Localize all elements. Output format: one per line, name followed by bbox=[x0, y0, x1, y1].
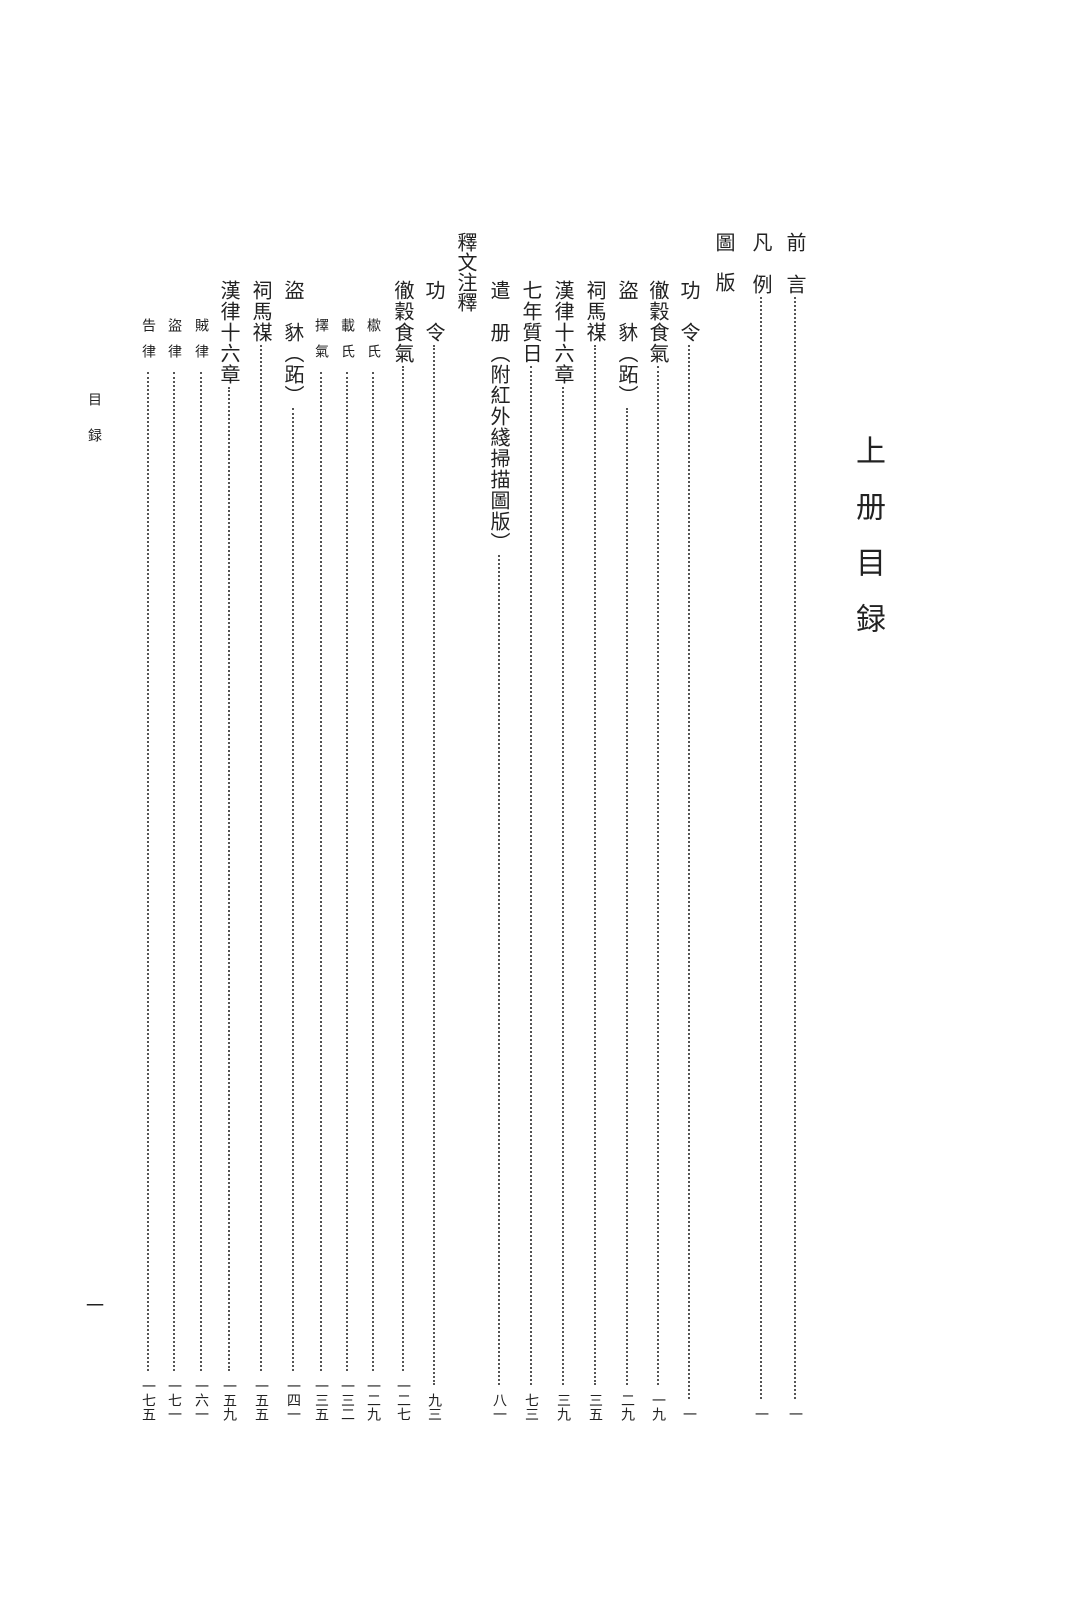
dot-leader bbox=[372, 372, 374, 1371]
toc-entry-title: 祠馬禖 bbox=[583, 280, 607, 343]
dot-leader bbox=[562, 387, 564, 1385]
toc-entry-title: 㯘氏 bbox=[365, 318, 381, 370]
toc-entry-title: 前 言 bbox=[783, 232, 807, 295]
toc-entry-title: 遣 册（附紅外綫掃描圖版） bbox=[487, 280, 511, 553]
toc-entry[interactable]: 前 言一 bbox=[783, 232, 807, 1421]
toc-entry-page: 三五 bbox=[587, 1393, 603, 1421]
dot-leader bbox=[260, 345, 262, 1371]
toc-entry-page: 九三 bbox=[426, 1393, 442, 1421]
toc-entry-title: 賊律 bbox=[193, 318, 209, 370]
toc-entry-title: 徹穀食氣 bbox=[391, 280, 415, 364]
toc-entry-title: 凡 例 bbox=[749, 232, 773, 295]
dot-leader bbox=[626, 408, 628, 1385]
toc-entry-page: 三九 bbox=[555, 1393, 571, 1421]
dot-leader bbox=[147, 372, 149, 1371]
toc-entry-page: 一三二 bbox=[339, 1379, 355, 1421]
dot-leader bbox=[200, 372, 202, 1371]
toc-entry-title: 功 令 bbox=[677, 280, 701, 343]
dot-leader bbox=[498, 555, 500, 1385]
dot-leader bbox=[346, 372, 348, 1371]
dot-leader bbox=[794, 297, 796, 1399]
toc-entry[interactable]: 祠馬禖 一五五 bbox=[249, 280, 273, 1421]
toc-entry-page: 一五五 bbox=[253, 1379, 269, 1421]
dot-leader bbox=[433, 345, 435, 1385]
dot-leader bbox=[594, 345, 596, 1385]
toc-entry[interactable]: 載氏 一三二 bbox=[336, 318, 358, 1421]
toc-entry[interactable]: 盜 䝗（跖） 一四一 bbox=[281, 280, 305, 1421]
toc-entry[interactable]: 徹穀食氣 一九 bbox=[646, 280, 670, 1421]
toc-entry[interactable]: 七年質日 七三 bbox=[519, 280, 543, 1421]
toc-entry-title: 漢律十六章 bbox=[551, 280, 575, 385]
toc-entry-page: 八一 bbox=[491, 1393, 507, 1421]
toc-section-heading: 釋文注釋 bbox=[454, 232, 478, 312]
toc-entry-page: 一七一 bbox=[166, 1379, 182, 1421]
toc-entry[interactable]: 漢律十六章 一五九 bbox=[217, 280, 241, 1421]
toc-entry-page: 一九 bbox=[650, 1393, 666, 1421]
dot-leader bbox=[657, 366, 659, 1385]
toc-entry-title: 擇氣 bbox=[313, 318, 329, 370]
toc-entry-page: 一二九 bbox=[365, 1379, 381, 1421]
toc-entry-page: 一 bbox=[787, 1407, 803, 1421]
toc-entry[interactable]: 功 令一 bbox=[677, 280, 701, 1421]
toc-entry-title: 盜律 bbox=[166, 318, 182, 370]
toc-entry[interactable]: 㯘氏 一二九 bbox=[362, 318, 384, 1421]
dot-leader bbox=[173, 372, 175, 1371]
toc-entry[interactable]: 徹穀食氣 一二七 bbox=[391, 280, 415, 1421]
dot-leader bbox=[228, 387, 230, 1371]
toc-entry[interactable]: 祠馬禖 三五 bbox=[583, 280, 607, 1421]
page-number: 一 bbox=[86, 1296, 104, 1317]
toc-entry[interactable]: 擇氣 一三五 bbox=[310, 318, 332, 1421]
dot-leader bbox=[530, 366, 532, 1385]
toc-entry-page: 七三 bbox=[523, 1393, 539, 1421]
dot-leader bbox=[760, 297, 762, 1399]
toc-entry-title: 盜 䝗（跖） bbox=[615, 280, 639, 406]
dot-leader bbox=[402, 366, 404, 1371]
toc-entry-page: 一七五 bbox=[140, 1379, 156, 1421]
toc-entry[interactable]: 盜 䝗（跖） 二九 bbox=[615, 280, 639, 1421]
toc-entry[interactable]: 凡 例一 bbox=[749, 232, 773, 1421]
toc-entry[interactable]: 賊律 一六一 bbox=[190, 318, 212, 1421]
toc-entry-title: 載氏 bbox=[339, 318, 355, 370]
toc-entry[interactable]: 遣 册（附紅外綫掃描圖版） 八一 bbox=[487, 280, 511, 1421]
toc-entry-page: 一三五 bbox=[313, 1379, 329, 1421]
toc-entry-page: 一 bbox=[681, 1407, 697, 1421]
toc-entry-page: 一二七 bbox=[395, 1379, 411, 1421]
toc-entry[interactable]: 盜律 一七一 bbox=[163, 318, 185, 1421]
toc-entry-page: 一四一 bbox=[285, 1379, 301, 1421]
toc-entry-title: 盜 䝗（跖） bbox=[281, 280, 305, 406]
toc-entry[interactable]: 告律 一七五 bbox=[137, 318, 159, 1421]
toc-entry-page: 一六一 bbox=[193, 1379, 209, 1421]
running-head: 目録 bbox=[86, 392, 102, 464]
dot-leader bbox=[292, 408, 294, 1371]
toc-entry-page: 二九 bbox=[619, 1393, 635, 1421]
toc-entry-title: 七年質日 bbox=[519, 280, 543, 364]
dot-leader bbox=[688, 345, 690, 1399]
toc-entry[interactable]: 功 令九三 bbox=[422, 280, 446, 1421]
toc-entry-title: 功 令 bbox=[422, 280, 446, 343]
dot-leader bbox=[320, 372, 322, 1371]
toc-entry-page: 一五九 bbox=[221, 1379, 237, 1421]
toc-section-heading: 圖 版 bbox=[712, 232, 736, 292]
toc-entry-title: 告律 bbox=[140, 318, 156, 370]
toc-entry-title: 祠馬禖 bbox=[249, 280, 273, 343]
page-title: 上册目録 bbox=[850, 435, 885, 659]
toc-entry-page: 一 bbox=[753, 1407, 769, 1421]
toc-entry-title: 徹穀食氣 bbox=[646, 280, 670, 364]
toc-entry-title: 漢律十六章 bbox=[217, 280, 241, 385]
toc-entry[interactable]: 漢律十六章 三九 bbox=[551, 280, 575, 1421]
